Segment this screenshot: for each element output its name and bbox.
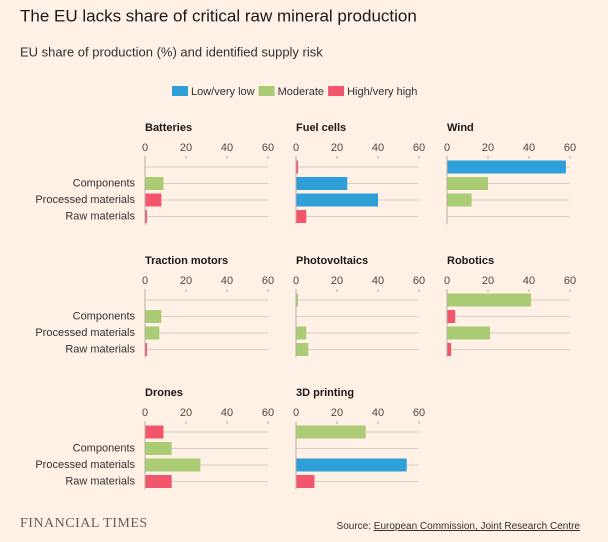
brand: FINANCIAL TIMES	[20, 516, 148, 531]
bar	[296, 160, 299, 174]
x-tick-label: 40	[221, 407, 233, 419]
bar	[296, 475, 315, 488]
category-label: Processed materials	[35, 327, 135, 339]
x-tick-label: 40	[523, 142, 535, 154]
chart-subtitle: EU share of production (%) and identifie…	[20, 44, 323, 59]
category-label: Components	[73, 177, 136, 189]
bar	[145, 193, 162, 207]
x-tick-label: 20	[482, 275, 494, 287]
panel-title: Drones	[145, 387, 183, 399]
bar	[145, 343, 148, 356]
bar	[296, 343, 309, 356]
panel-title: Robotics	[447, 255, 494, 267]
legend-label: High/very high	[347, 86, 417, 98]
bar	[145, 210, 148, 223]
x-tick-label: 0	[293, 407, 299, 419]
x-tick-label: 20	[331, 275, 343, 287]
x-tick-label: 0	[293, 142, 299, 154]
legend-label: Moderate	[278, 86, 324, 98]
bar	[145, 177, 164, 190]
x-tick-label: 20	[180, 275, 192, 287]
bar	[447, 310, 456, 323]
x-tick-label: 40	[372, 407, 384, 419]
bar	[296, 193, 378, 207]
legend-label: Low/very low	[191, 86, 255, 98]
bar	[296, 177, 348, 190]
bar	[447, 326, 491, 340]
x-tick-label: 0	[142, 275, 148, 287]
x-tick-label: 0	[142, 142, 148, 154]
bar	[447, 193, 472, 207]
x-tick-label: 40	[523, 275, 535, 287]
category-label: Components	[73, 442, 136, 454]
x-tick-label: 40	[372, 275, 384, 287]
bar	[447, 293, 532, 307]
x-tick-label: 40	[221, 142, 233, 154]
x-tick-label: 60	[564, 142, 576, 154]
category-label: Processed materials	[35, 194, 135, 206]
category-label: Processed materials	[35, 459, 135, 471]
x-tick-label: 0	[142, 407, 148, 419]
bar	[145, 458, 201, 472]
x-tick-label: 20	[180, 407, 192, 419]
x-tick-label: 60	[262, 142, 274, 154]
x-tick-label: 40	[221, 275, 233, 287]
x-tick-label: 60	[413, 142, 425, 154]
x-tick-label: 0	[293, 275, 299, 287]
x-tick-label: 20	[482, 142, 494, 154]
x-tick-label: 20	[331, 142, 343, 154]
source-link: European Commission, Joint Research Cent…	[374, 521, 581, 532]
chart-title: The EU lacks share of critical raw miner…	[20, 6, 417, 25]
category-label: Components	[73, 310, 136, 322]
x-tick-label: 0	[444, 275, 450, 287]
x-tick-label: 60	[262, 275, 274, 287]
legend-swatch	[258, 86, 275, 96]
x-tick-label: 60	[262, 407, 274, 419]
bar	[296, 293, 299, 307]
bar	[145, 442, 172, 455]
bar	[447, 177, 488, 190]
panel-title: Wind	[447, 122, 474, 134]
x-tick-label: 40	[372, 142, 384, 154]
x-tick-label: 60	[564, 275, 576, 287]
panel-title: Photovoltaics	[296, 255, 368, 267]
bar	[296, 425, 366, 439]
bar	[447, 160, 566, 174]
panel-title: Traction motors	[145, 255, 228, 267]
x-tick-label: 60	[413, 407, 425, 419]
legend-swatch	[328, 86, 345, 96]
panel-title: Batteries	[145, 122, 192, 134]
bar	[296, 210, 307, 223]
x-tick-label: 60	[413, 275, 425, 287]
bar	[145, 310, 162, 323]
category-label: Raw materials	[65, 210, 135, 222]
source-label: Source:	[337, 521, 371, 532]
bar	[145, 475, 172, 488]
bar	[145, 425, 164, 439]
x-tick-label: 20	[180, 142, 192, 154]
panel-title: 3D printing	[296, 387, 354, 399]
x-tick-label: 20	[331, 407, 343, 419]
category-label: Raw materials	[65, 343, 135, 355]
bar	[296, 326, 307, 340]
bar	[296, 458, 407, 472]
source: Source: European Commission, Joint Resea…	[337, 521, 581, 532]
legend-swatch	[172, 86, 188, 96]
x-tick-label: 0	[444, 142, 450, 154]
category-label: Raw materials	[65, 475, 135, 487]
panel-title: Fuel cells	[296, 122, 346, 134]
bar	[145, 326, 160, 340]
bar	[447, 343, 452, 356]
